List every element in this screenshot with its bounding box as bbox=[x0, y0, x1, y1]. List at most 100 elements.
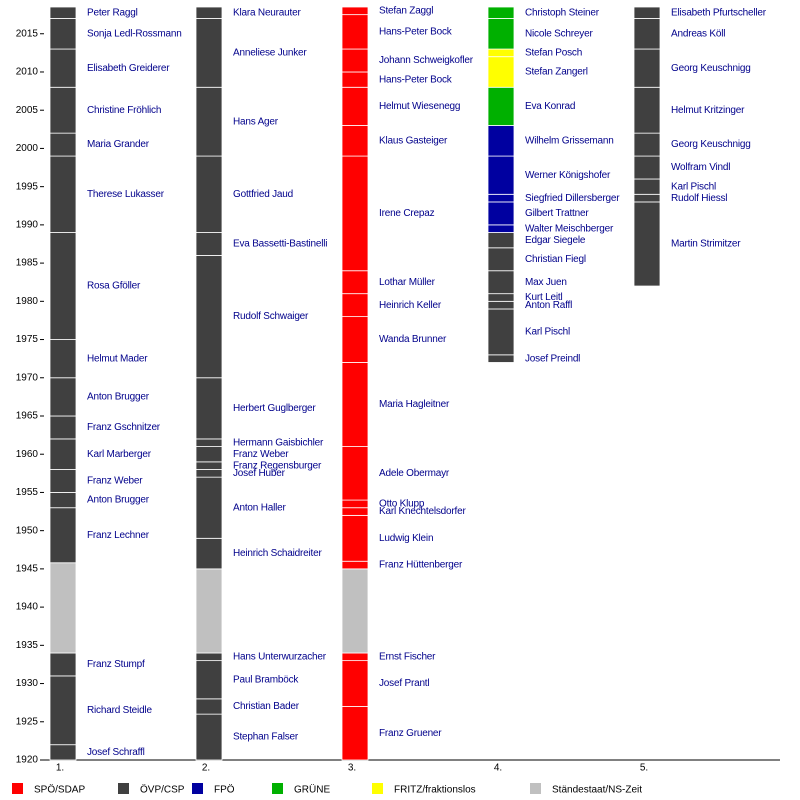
person-name: Walter Meischberger bbox=[525, 223, 614, 234]
person-name: Karl Pischl bbox=[671, 181, 716, 192]
person-name: Anton Raffl bbox=[525, 300, 572, 311]
y-tick-label: 1980 bbox=[16, 296, 39, 307]
y-tick-label: 1930 bbox=[16, 678, 39, 689]
legend-swatch bbox=[118, 783, 129, 794]
segment bbox=[49, 492, 77, 509]
segment bbox=[341, 6, 369, 16]
segment bbox=[487, 48, 515, 58]
person-name: Hans Unterwurzacher bbox=[233, 651, 327, 662]
y-tick-label: 1925 bbox=[16, 716, 39, 727]
person-name: Franz Hüttenberger bbox=[379, 560, 463, 571]
segment bbox=[633, 18, 661, 50]
segment bbox=[341, 270, 369, 295]
segment bbox=[49, 652, 77, 677]
segment bbox=[487, 270, 515, 295]
segment bbox=[487, 308, 515, 356]
segment bbox=[341, 125, 369, 157]
y-tick-label: 1975 bbox=[16, 334, 39, 345]
person-name: Stefan Zangerl bbox=[525, 67, 588, 78]
segment bbox=[195, 6, 223, 19]
person-name: Elisabeth Pfurtscheller bbox=[671, 7, 767, 18]
segment bbox=[341, 316, 369, 363]
person-name: Wanda Brunner bbox=[379, 334, 447, 345]
segment bbox=[49, 562, 77, 654]
person-name: Otto Klupp bbox=[379, 499, 425, 510]
person-name: Stefan Posch bbox=[525, 48, 582, 59]
person-name: Heinrich Keller bbox=[379, 300, 442, 311]
person-name: Anton Brugger bbox=[87, 495, 150, 506]
segment bbox=[487, 193, 515, 203]
segment bbox=[195, 255, 223, 379]
person-name: Johann Schweigkofler bbox=[379, 55, 474, 66]
segment bbox=[633, 178, 661, 195]
person-name: Karl Knechtelsdorfer bbox=[379, 506, 466, 517]
segment bbox=[195, 568, 223, 654]
person-name: Edgar Siegele bbox=[525, 235, 586, 246]
segment bbox=[195, 377, 223, 440]
person-name: Franz Lechner bbox=[87, 530, 150, 541]
segment bbox=[341, 660, 369, 707]
legend-label: ÖVP/CSP bbox=[140, 784, 185, 796]
segment bbox=[195, 698, 223, 715]
segment bbox=[487, 293, 515, 302]
segment bbox=[487, 155, 515, 195]
segment bbox=[49, 86, 77, 134]
segment bbox=[487, 18, 515, 50]
segment bbox=[341, 71, 369, 88]
y-tick-label: 1965 bbox=[16, 411, 39, 422]
y-tick-label: 1995 bbox=[16, 181, 39, 192]
column-label: 5. bbox=[640, 763, 648, 774]
segment bbox=[195, 652, 223, 662]
person-name: Franz Gruener bbox=[379, 728, 442, 739]
person-name: Siegfried Dillersberger bbox=[525, 193, 620, 204]
person-name: Anton Brugger bbox=[87, 392, 150, 403]
segment bbox=[195, 476, 223, 539]
segment bbox=[341, 514, 369, 562]
segment bbox=[487, 125, 515, 157]
person-name: Werner Königshofer bbox=[525, 170, 611, 181]
person-name: Franz Stumpf bbox=[87, 659, 145, 670]
segment bbox=[49, 507, 77, 564]
person-name: Josef Prantl bbox=[379, 678, 429, 689]
y-tick-label: 1945 bbox=[16, 564, 39, 575]
person-name: Eva Konrad bbox=[525, 101, 575, 112]
segment bbox=[341, 362, 369, 447]
y-tick-label: 2000 bbox=[16, 143, 39, 154]
person-name: Wolfram Vindl bbox=[671, 162, 730, 173]
segment bbox=[341, 86, 369, 126]
person-name: Josef Huber bbox=[233, 468, 286, 479]
person-name: Franz Gschnitzer bbox=[87, 422, 161, 433]
person-name: Karl Marberger bbox=[87, 449, 152, 460]
person-name: Herbert Guglberger bbox=[233, 403, 316, 414]
person-name: Ludwig Klein bbox=[379, 533, 433, 544]
segment bbox=[195, 713, 223, 761]
segment bbox=[487, 247, 515, 272]
person-name: Anneliese Junker bbox=[233, 48, 307, 59]
segment bbox=[49, 48, 77, 88]
column-label: 3. bbox=[348, 763, 356, 774]
segment bbox=[49, 438, 77, 470]
person-name: Anton Haller bbox=[233, 502, 286, 513]
column-label: 4. bbox=[494, 763, 502, 774]
y-tick-label: 1955 bbox=[16, 487, 39, 498]
person-name: Kurt Leitl bbox=[525, 292, 562, 303]
segment bbox=[633, 193, 661, 203]
person-name: Stephan Falser bbox=[233, 732, 299, 743]
y-tick-label: 1950 bbox=[16, 525, 39, 536]
segment bbox=[195, 438, 223, 447]
legend-label: FPÖ bbox=[214, 784, 235, 796]
person-name: Helmut Kritzinger bbox=[671, 105, 745, 116]
person-name: Rudolf Hiessl bbox=[671, 193, 727, 204]
segment bbox=[487, 6, 515, 19]
segment bbox=[487, 354, 515, 363]
y-tick-label: 2010 bbox=[16, 67, 39, 78]
y-tick-label: 1935 bbox=[16, 640, 39, 651]
legend-label: SPÖ/SDAP bbox=[34, 784, 85, 796]
person-name: Franz Weber bbox=[233, 449, 289, 460]
person-name: Hans-Peter Bock bbox=[379, 74, 453, 85]
segment bbox=[341, 446, 369, 501]
person-name: Richard Steidle bbox=[87, 705, 152, 716]
person-name: Nicole Schreyer bbox=[525, 28, 593, 39]
person-name: Christian Bader bbox=[233, 701, 300, 712]
